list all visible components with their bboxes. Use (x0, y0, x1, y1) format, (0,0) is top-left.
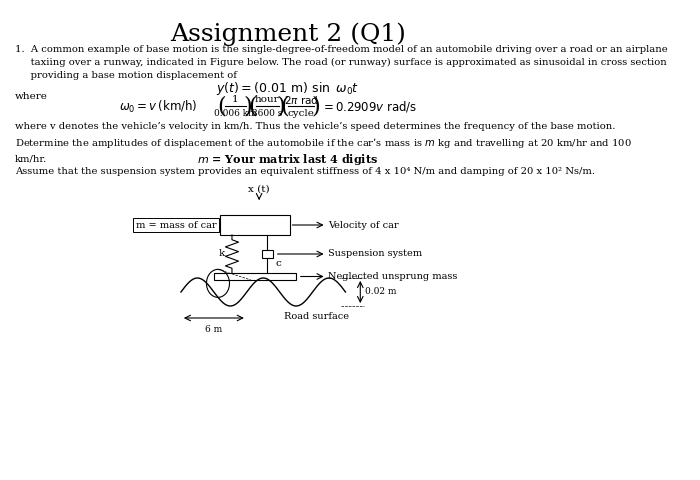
Text: $y(t) = (0.01\ \mathrm{m})\ \sin\ \omega_0 t$: $y(t) = (0.01\ \mathrm{m})\ \sin\ \omega… (216, 80, 360, 97)
Text: (: ( (248, 96, 257, 118)
Text: Suspension system: Suspension system (328, 250, 422, 259)
Text: 0.006 km: 0.006 km (214, 109, 257, 119)
Text: Assignment 2 (Q1): Assignment 2 (Q1) (170, 22, 406, 46)
Text: m = mass of car: m = mass of car (136, 220, 216, 229)
Text: 0.02 m: 0.02 m (365, 288, 397, 297)
Text: ): ) (243, 96, 252, 118)
Text: $\mathit{m}$ = Your matrix last 4 digits: $\mathit{m}$ = Your matrix last 4 digits (197, 152, 379, 167)
Text: ): ) (312, 96, 320, 118)
Bar (220, 215, 290, 235)
Text: 6 m: 6 m (205, 325, 223, 334)
Bar (262, 250, 273, 258)
Text: $\omega_0 = v\,(\mathrm{km/h})$: $\omega_0 = v\,(\mathrm{km/h})$ (119, 99, 198, 115)
Text: 1: 1 (232, 96, 239, 105)
Text: x (t): x (t) (248, 185, 270, 194)
Text: where v denotes the vehicle’s velocity in km/h. Thus the vehicle’s speed determi: where v denotes the vehicle’s velocity i… (15, 122, 631, 163)
Text: 3600 s: 3600 s (252, 109, 283, 119)
Text: ): ) (276, 96, 285, 118)
Text: c: c (276, 260, 281, 268)
Text: Road surface: Road surface (284, 312, 349, 321)
Text: k: k (219, 250, 225, 259)
Text: $2\pi\ \mathrm{rad}$: $2\pi\ \mathrm{rad}$ (284, 94, 318, 106)
Text: where: where (15, 92, 48, 101)
Text: (: ( (280, 96, 289, 118)
Bar (214, 273, 296, 280)
Text: cycle: cycle (288, 109, 314, 119)
Text: Neglected unsprung mass: Neglected unsprung mass (328, 272, 458, 281)
Text: Velocity of car: Velocity of car (328, 220, 399, 229)
Text: hour: hour (255, 96, 279, 105)
Text: (: ( (217, 96, 225, 118)
Text: $= 0.2909v\ \mathrm{rad/s}$: $= 0.2909v\ \mathrm{rad/s}$ (321, 99, 417, 115)
Text: 1.  A common example of base motion is the single-degree-of-freedom model of an : 1. A common example of base motion is th… (15, 45, 668, 80)
Text: Assume that the suspension system provides an equivalent stiffness of 4 x 10⁴ N/: Assume that the suspension system provid… (15, 167, 595, 176)
